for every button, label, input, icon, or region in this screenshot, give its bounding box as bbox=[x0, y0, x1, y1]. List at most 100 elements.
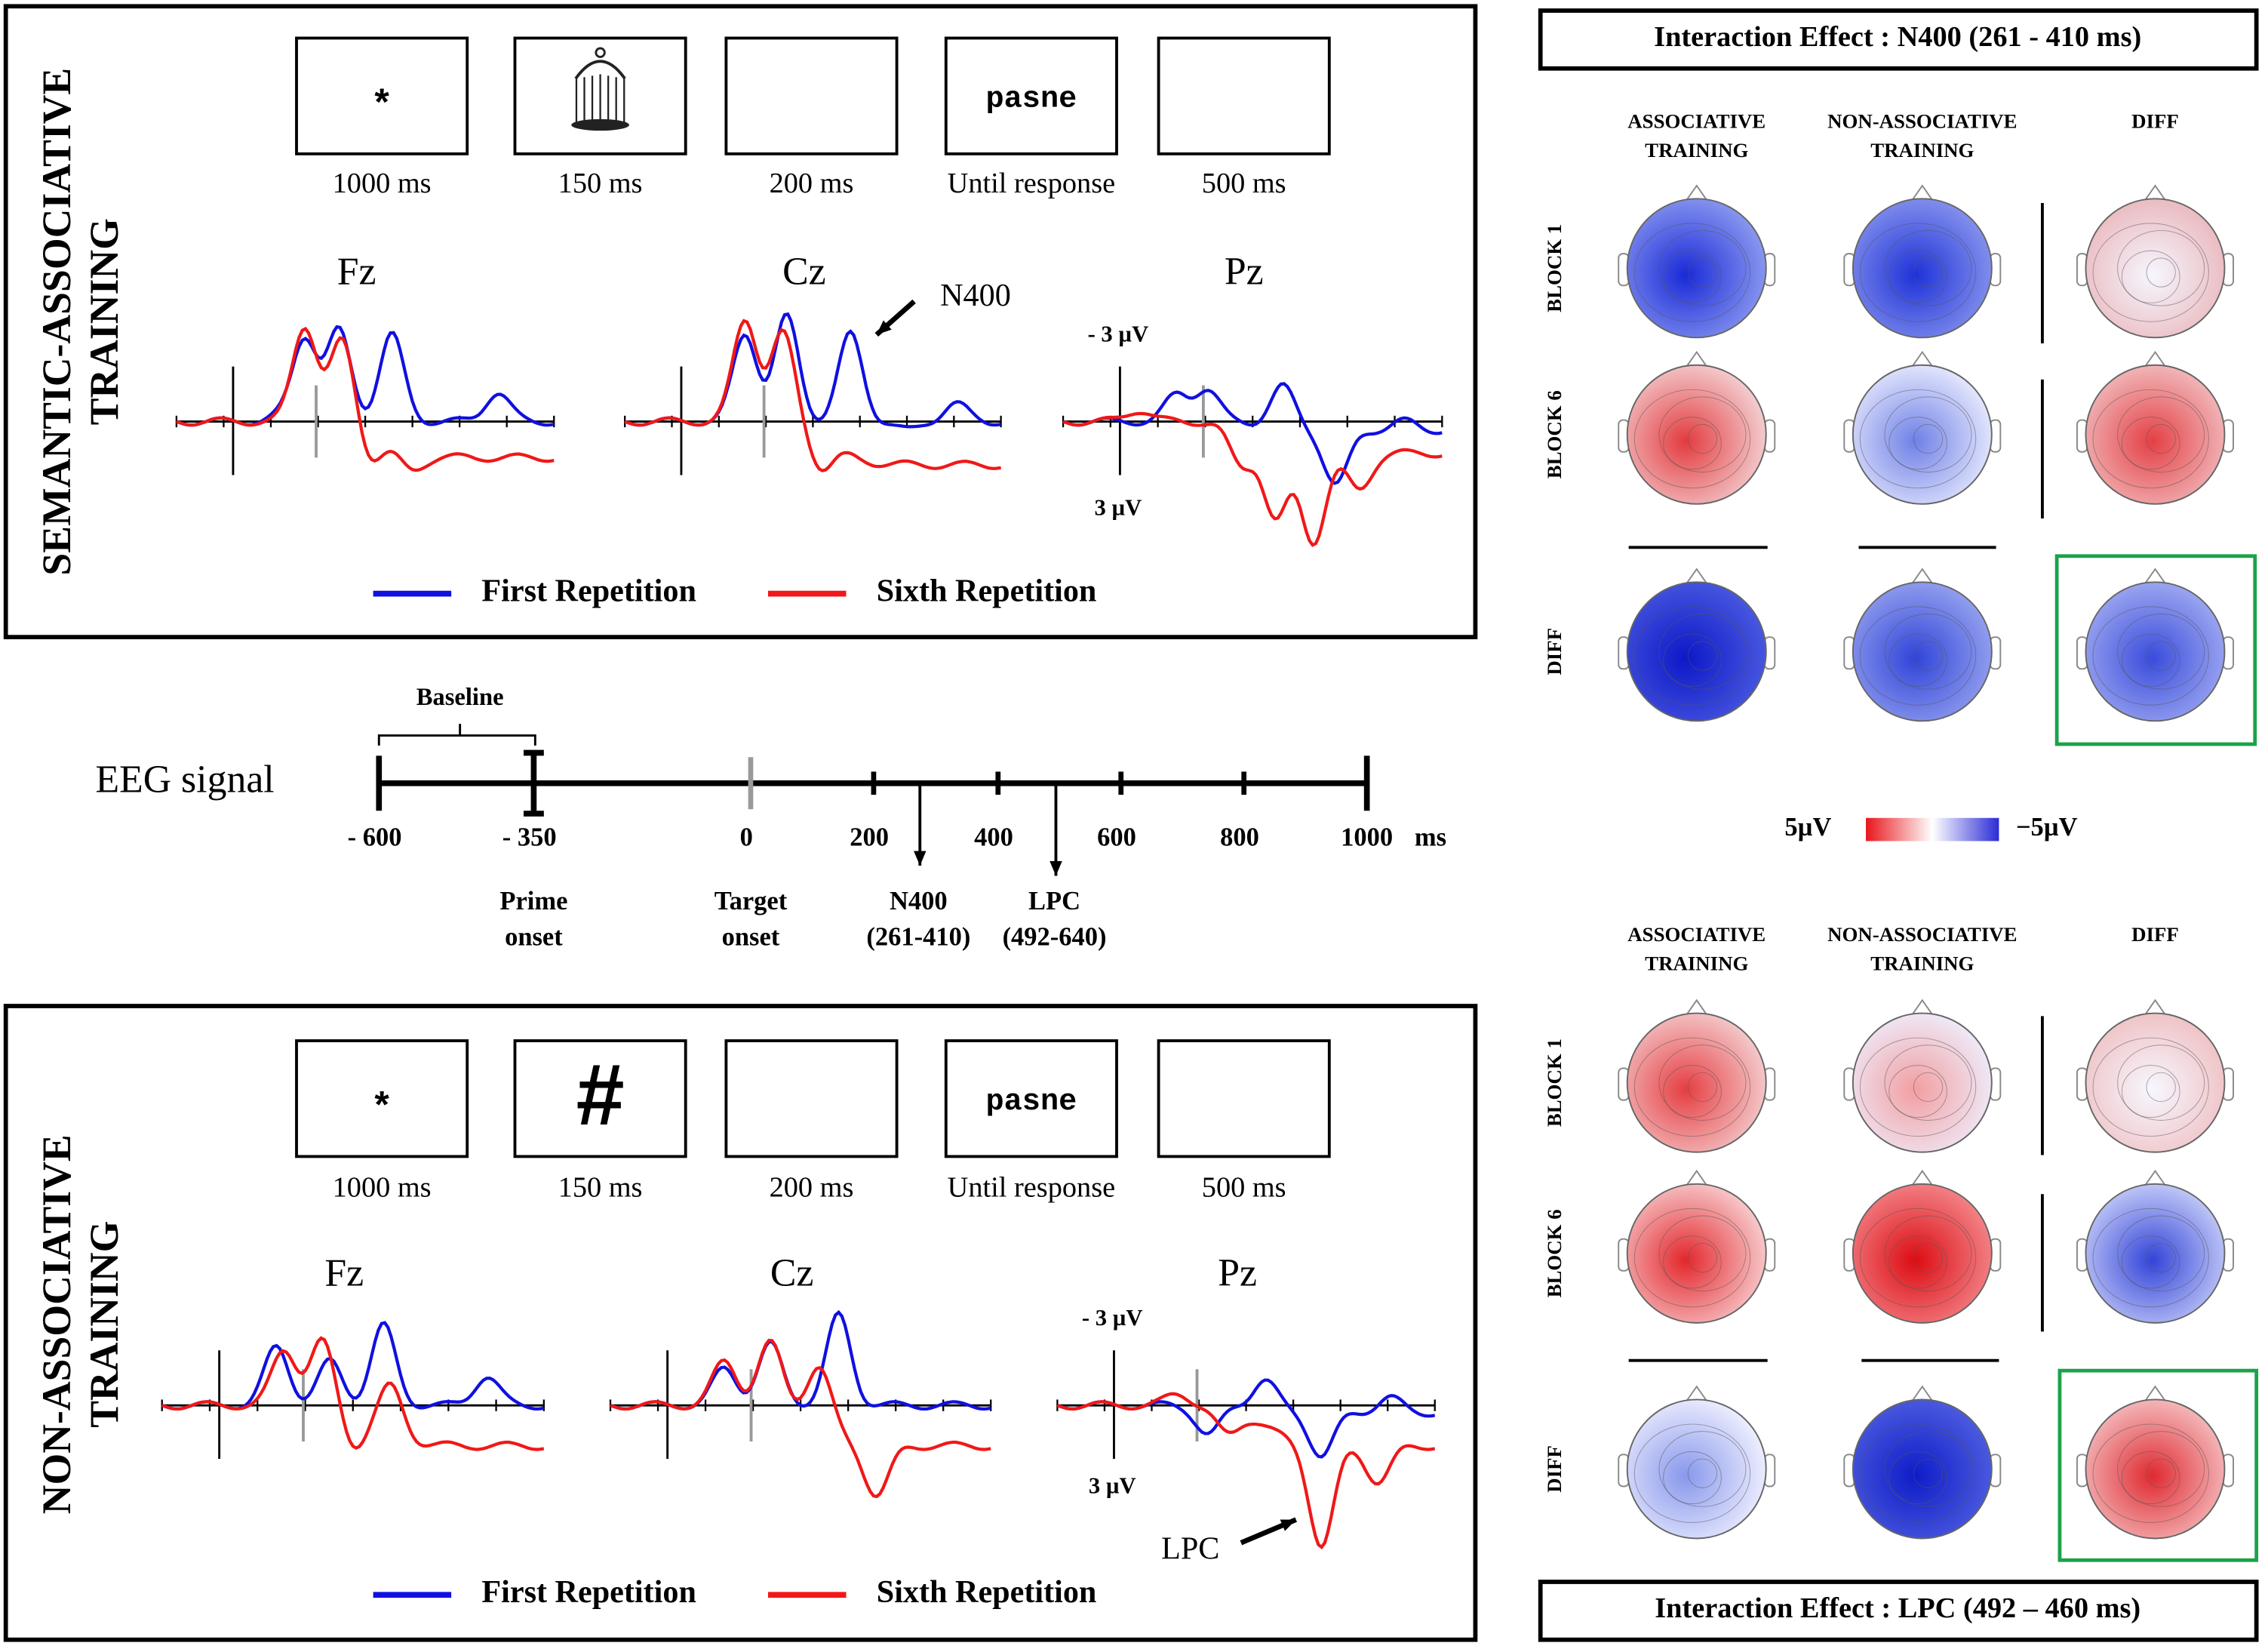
contour-line bbox=[2121, 250, 2180, 303]
panel-label: NON-ASSOCIATIVE bbox=[34, 1134, 79, 1514]
contour-line bbox=[1884, 1215, 1972, 1292]
contour-line bbox=[1888, 1065, 1947, 1118]
contour-line bbox=[2092, 1423, 2209, 1523]
contour-line bbox=[2117, 229, 2205, 306]
panel-label: TRAINING bbox=[81, 1221, 127, 1428]
topomap bbox=[1852, 581, 1993, 722]
topomap bbox=[1852, 198, 1993, 339]
contour-line bbox=[1633, 1037, 1751, 1137]
erp-waveform bbox=[610, 1338, 991, 1499]
birdcage-icon bbox=[571, 47, 629, 131]
topomap bbox=[2085, 364, 2226, 505]
event-label: onset bbox=[722, 923, 780, 952]
column-label: DIFF bbox=[2131, 110, 2179, 133]
arrow-head bbox=[914, 851, 927, 866]
contour-line bbox=[1633, 1423, 1751, 1523]
contour-line bbox=[2121, 1451, 2180, 1504]
row-label: BLOCK 6 bbox=[1543, 1209, 1566, 1297]
topomap bbox=[2085, 1183, 2226, 1324]
highlight-box bbox=[2057, 1368, 2259, 1562]
column-label: TRAINING bbox=[1645, 952, 1748, 974]
contour-line bbox=[1658, 396, 1747, 473]
contour-line bbox=[2092, 1037, 2209, 1137]
row-label: BLOCK 6 bbox=[1543, 390, 1566, 478]
timeline-tick-label: 1000 bbox=[1341, 823, 1393, 851]
event-label: LPC bbox=[1028, 887, 1080, 915]
cage-top bbox=[574, 60, 626, 80]
stimulus-duration: 150 ms bbox=[558, 168, 643, 199]
baseline-label: Baseline bbox=[416, 684, 504, 711]
stimulus-text: pasne bbox=[985, 82, 1077, 117]
contour-line bbox=[2146, 257, 2176, 288]
amplitude-label: 3 µV bbox=[1095, 494, 1142, 520]
cage-ring bbox=[595, 47, 606, 58]
contour-line bbox=[1687, 257, 1718, 288]
timeline-tick-label: 200 bbox=[850, 823, 889, 851]
stimulus-duration: Until response bbox=[948, 168, 1115, 199]
column-label: NON-ASSOCIATIVE bbox=[1827, 110, 2017, 133]
topomap bbox=[2085, 1012, 2226, 1153]
stimulus-screen bbox=[724, 36, 899, 155]
stimulus-duration: Until response bbox=[948, 1171, 1115, 1203]
stimulus-text: pasne bbox=[985, 1085, 1077, 1119]
prime-marker bbox=[523, 749, 544, 817]
contour-line bbox=[1663, 1451, 1722, 1504]
topomap bbox=[1852, 1183, 1993, 1324]
contour-line bbox=[2121, 417, 2180, 470]
row-label: BLOCK 1 bbox=[1543, 224, 1566, 312]
colorbar bbox=[1866, 817, 1999, 841]
topomap bbox=[2085, 581, 2226, 722]
erp-waveform bbox=[1056, 1392, 1436, 1549]
arrow-head bbox=[876, 320, 892, 335]
topomap bbox=[1852, 364, 1993, 505]
stimulus-screen bbox=[724, 1039, 899, 1158]
contour-line bbox=[1913, 423, 1944, 454]
contour-line bbox=[1859, 389, 1977, 489]
electrode-label: Pz bbox=[1218, 1251, 1257, 1294]
stimulus-text: # bbox=[576, 1047, 625, 1143]
column-label: NON-ASSOCIATIVE bbox=[1827, 923, 2017, 946]
topomap-title: Interaction Effect : LPC (492 – 460 ms) bbox=[1655, 1592, 2140, 1624]
contour-line bbox=[1859, 606, 1977, 706]
row-label: DIFF bbox=[1543, 628, 1566, 675]
electrode-label: Pz bbox=[1225, 251, 1264, 294]
column-label: ASSOCIATIVE bbox=[1627, 923, 1766, 946]
event-label: N400 bbox=[890, 887, 948, 915]
stimulus-duration: 500 ms bbox=[1202, 168, 1286, 199]
contour-line bbox=[1658, 229, 1747, 306]
erp-waveform bbox=[624, 318, 1002, 472]
legend-label: First Repetition bbox=[481, 573, 696, 608]
contour-line bbox=[1663, 1065, 1722, 1118]
erp-waveform bbox=[176, 326, 555, 472]
contour-line bbox=[1663, 250, 1722, 303]
legend-label: Sixth Repetition bbox=[877, 573, 1097, 608]
colorbar-label: −5µV bbox=[2016, 813, 2078, 841]
contour-line bbox=[1687, 1458, 1718, 1488]
stimulus-duration: 1000 ms bbox=[333, 168, 432, 199]
contour-line bbox=[1663, 417, 1722, 470]
contour-line bbox=[1888, 250, 1947, 303]
contour-line bbox=[1633, 606, 1751, 706]
contour-line bbox=[2121, 1235, 2180, 1289]
row-label: DIFF bbox=[1543, 1445, 1566, 1493]
contour-line bbox=[1859, 223, 1977, 322]
separator-lines bbox=[1628, 203, 2044, 549]
event-label: (492-640) bbox=[1003, 923, 1107, 952]
baseline-bracket bbox=[377, 724, 536, 746]
arrow-head bbox=[1280, 1519, 1296, 1531]
stimulus-screen bbox=[295, 1039, 469, 1158]
panel-label: TRAINING bbox=[81, 218, 127, 425]
topomap bbox=[1852, 1398, 1993, 1540]
stimulus-screen bbox=[513, 1039, 687, 1158]
electrode-label: Cz bbox=[770, 1251, 813, 1294]
timeline-tick-label: 0 bbox=[740, 823, 753, 851]
amplitude-label: 3 µV bbox=[1089, 1472, 1136, 1498]
event-label: (261-410) bbox=[866, 923, 970, 952]
component-annotation: N400 bbox=[940, 278, 1011, 313]
column-label: TRAINING bbox=[1870, 952, 1974, 974]
topomap-title: Interaction Effect : N400 (261 - 410 ms) bbox=[1654, 21, 2141, 53]
contour-line bbox=[1658, 1215, 1747, 1292]
contour-line bbox=[1888, 417, 1947, 470]
stimulus-duration: 150 ms bbox=[558, 1171, 643, 1203]
